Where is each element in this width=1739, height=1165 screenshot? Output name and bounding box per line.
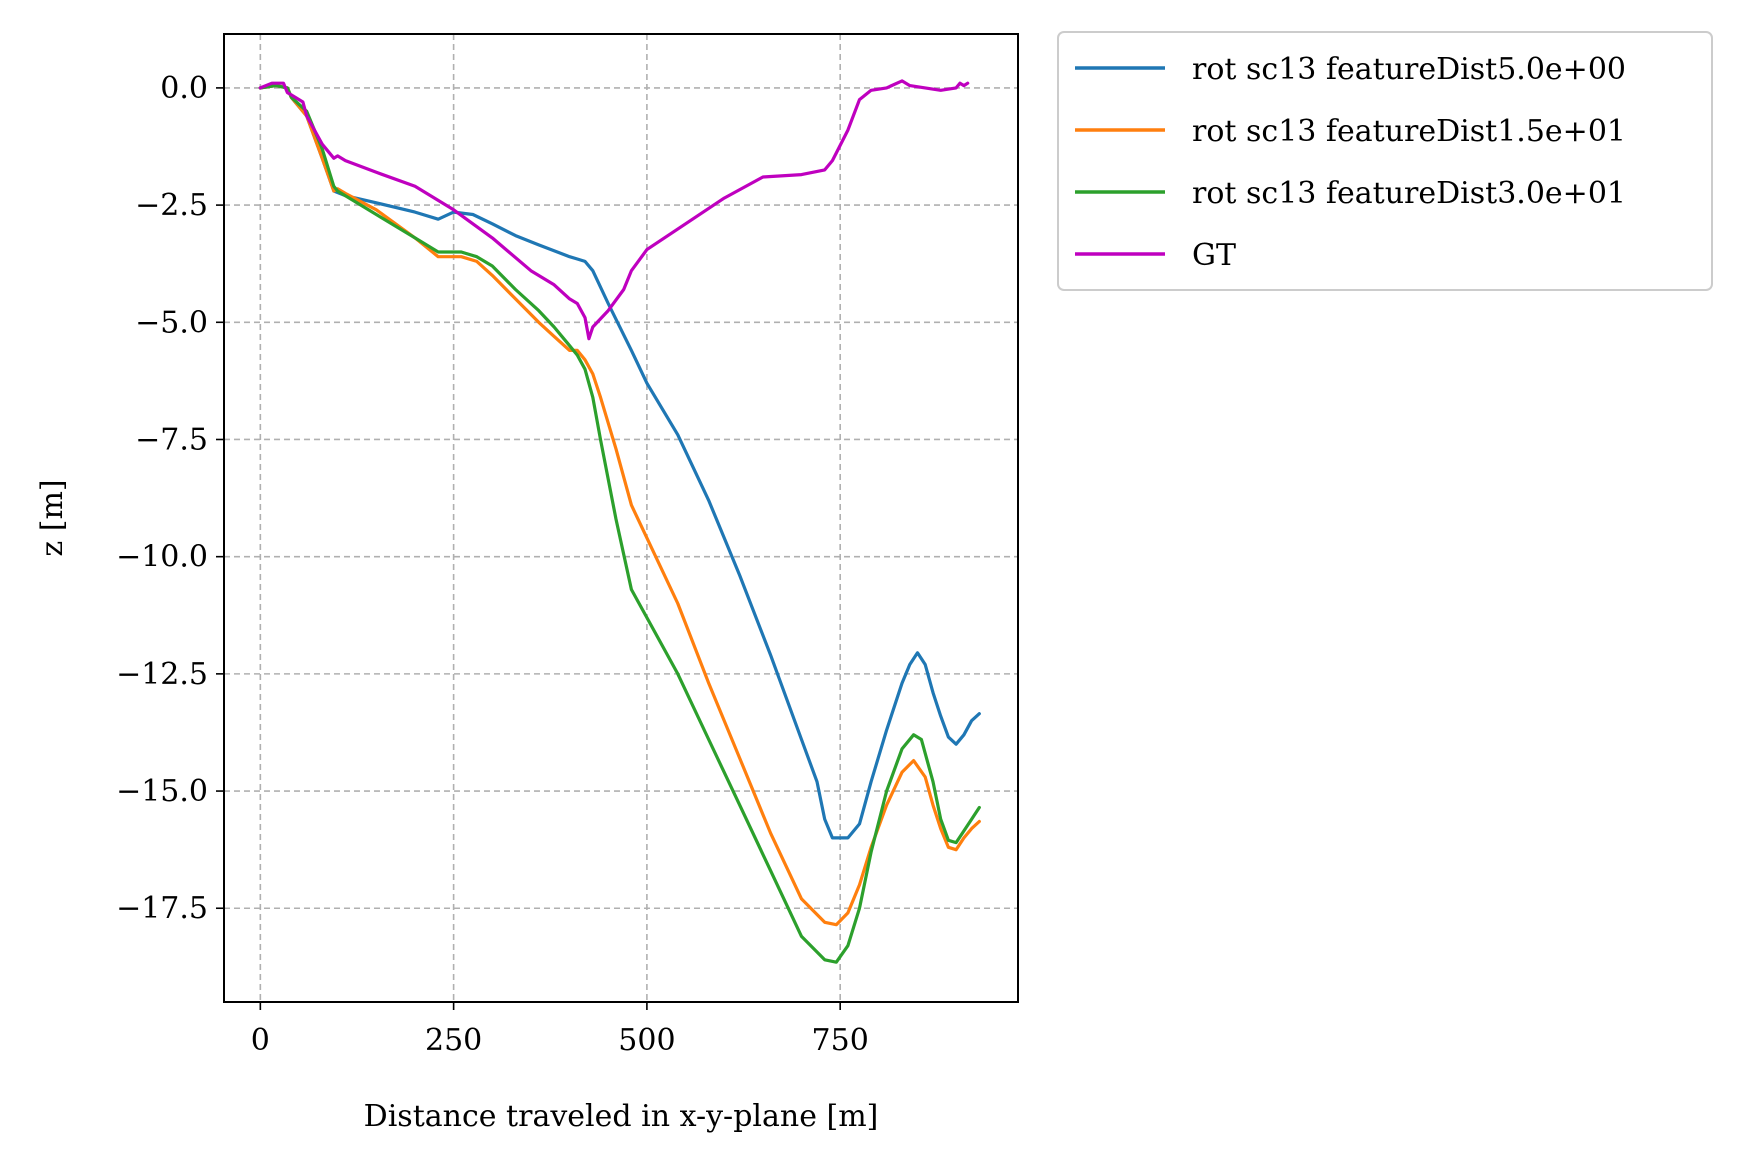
x-axis-label: Distance traveled in x-y-plane [m] xyxy=(364,1099,879,1134)
legend: rot sc13 featureDist5.0e+00 rot sc13 feat… xyxy=(1057,31,1713,291)
legend-label: rot sc13 featureDist5.0e+00 xyxy=(1192,52,1626,87)
legend-box xyxy=(1057,31,1713,291)
legend-label: rot sc13 featureDist3.0e+01 xyxy=(1192,176,1626,211)
y-axis-label: z [m] xyxy=(35,479,70,556)
grid xyxy=(224,34,1018,1002)
legend-label: rot sc13 featureDist1.5e+01 xyxy=(1192,114,1626,149)
y-tick-label: −17.5 xyxy=(116,891,208,926)
y-tick-label: −2.5 xyxy=(135,188,208,223)
y-tick-label: −15.0 xyxy=(116,774,208,809)
x-axis-ticks: 0 250 500 750 xyxy=(251,1002,869,1058)
legend-items: rot sc13 featureDist5.0e+00 rot sc13 feat… xyxy=(1075,52,1626,273)
x-tick-label: 0 xyxy=(251,1023,270,1058)
y-tick-label: −12.5 xyxy=(116,657,208,692)
y-tick-label: −7.5 xyxy=(135,422,208,457)
plot-frame xyxy=(223,33,1019,1003)
legend-label: GT xyxy=(1192,238,1236,273)
y-tick-label: 0.0 xyxy=(160,71,208,106)
series-line xyxy=(258,83,981,964)
y-tick-label: −10.0 xyxy=(116,540,208,575)
y-tick-label: −5.0 xyxy=(135,305,208,340)
series-line xyxy=(258,83,981,927)
x-tick-label: 500 xyxy=(618,1023,675,1058)
x-tick-label: 250 xyxy=(425,1023,482,1058)
series-line xyxy=(258,79,970,341)
y-axis-ticks: 0.0 −2.5 −5.0 −7.5 −10.0 −12.5 −15.0 −17.5 xyxy=(116,71,224,926)
plot-lines xyxy=(258,79,981,964)
x-tick-label: 750 xyxy=(812,1023,869,1058)
series-line xyxy=(258,83,981,840)
